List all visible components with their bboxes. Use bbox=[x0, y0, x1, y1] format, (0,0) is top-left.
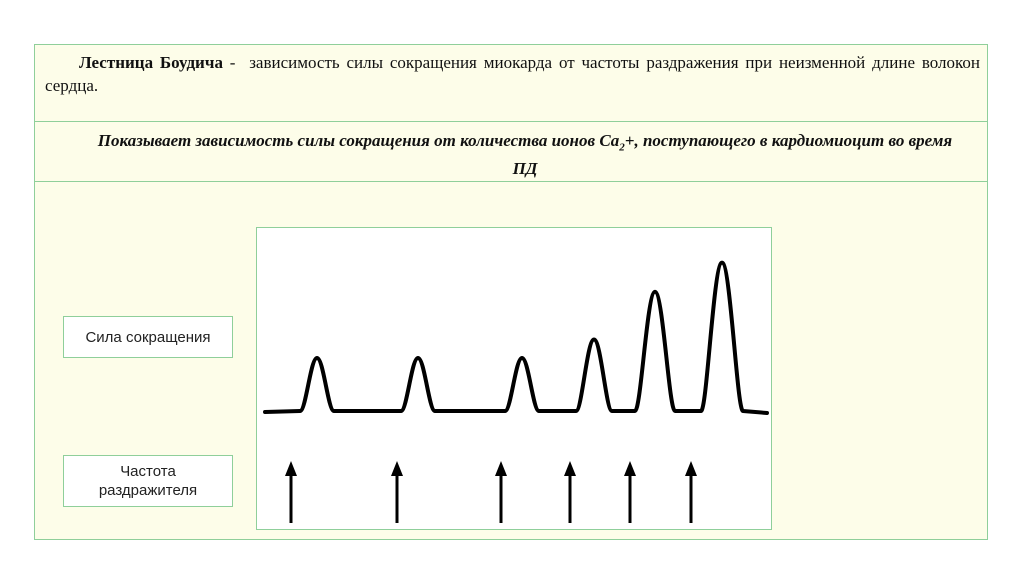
stimulus-arrow bbox=[495, 461, 507, 523]
graph-canvas bbox=[263, 260, 769, 523]
definition-text: Лестница Боудича - зависимость силы сокр… bbox=[45, 51, 980, 97]
note-subscript: 2 bbox=[619, 141, 625, 154]
definition-separator: - bbox=[222, 53, 243, 72]
note-text: Показывает зависимость силы сокращения о… bbox=[95, 130, 955, 180]
force-label: Сила сокращения bbox=[63, 316, 233, 358]
frequency-label: Частота раздражителя bbox=[63, 455, 233, 507]
frequency-label-text: Частота раздражителя bbox=[98, 463, 198, 499]
stimulus-arrow bbox=[624, 461, 636, 523]
note-part2: +, поступающего в кардиомиоцит во время … bbox=[512, 131, 953, 179]
stimulus-arrow bbox=[285, 461, 297, 523]
stimulus-arrow bbox=[391, 461, 403, 523]
definition-body: зависимость силы сокращения миокарда от … bbox=[45, 53, 981, 95]
definition-term: Лестница Боудича bbox=[79, 53, 223, 72]
stimulus-arrow bbox=[685, 461, 697, 523]
stimulus-arrow bbox=[564, 461, 576, 523]
note-part1: Показывает зависимость силы сокращения о… bbox=[97, 131, 620, 150]
definition-row: Лестница Боудича - зависимость силы сокр… bbox=[35, 45, 987, 122]
contraction-trace bbox=[263, 260, 769, 415]
note-row: Показывает зависимость силы сокращения о… bbox=[35, 122, 987, 182]
staircase-graph bbox=[256, 227, 772, 530]
force-label-text: Сила сокращения bbox=[85, 328, 211, 346]
